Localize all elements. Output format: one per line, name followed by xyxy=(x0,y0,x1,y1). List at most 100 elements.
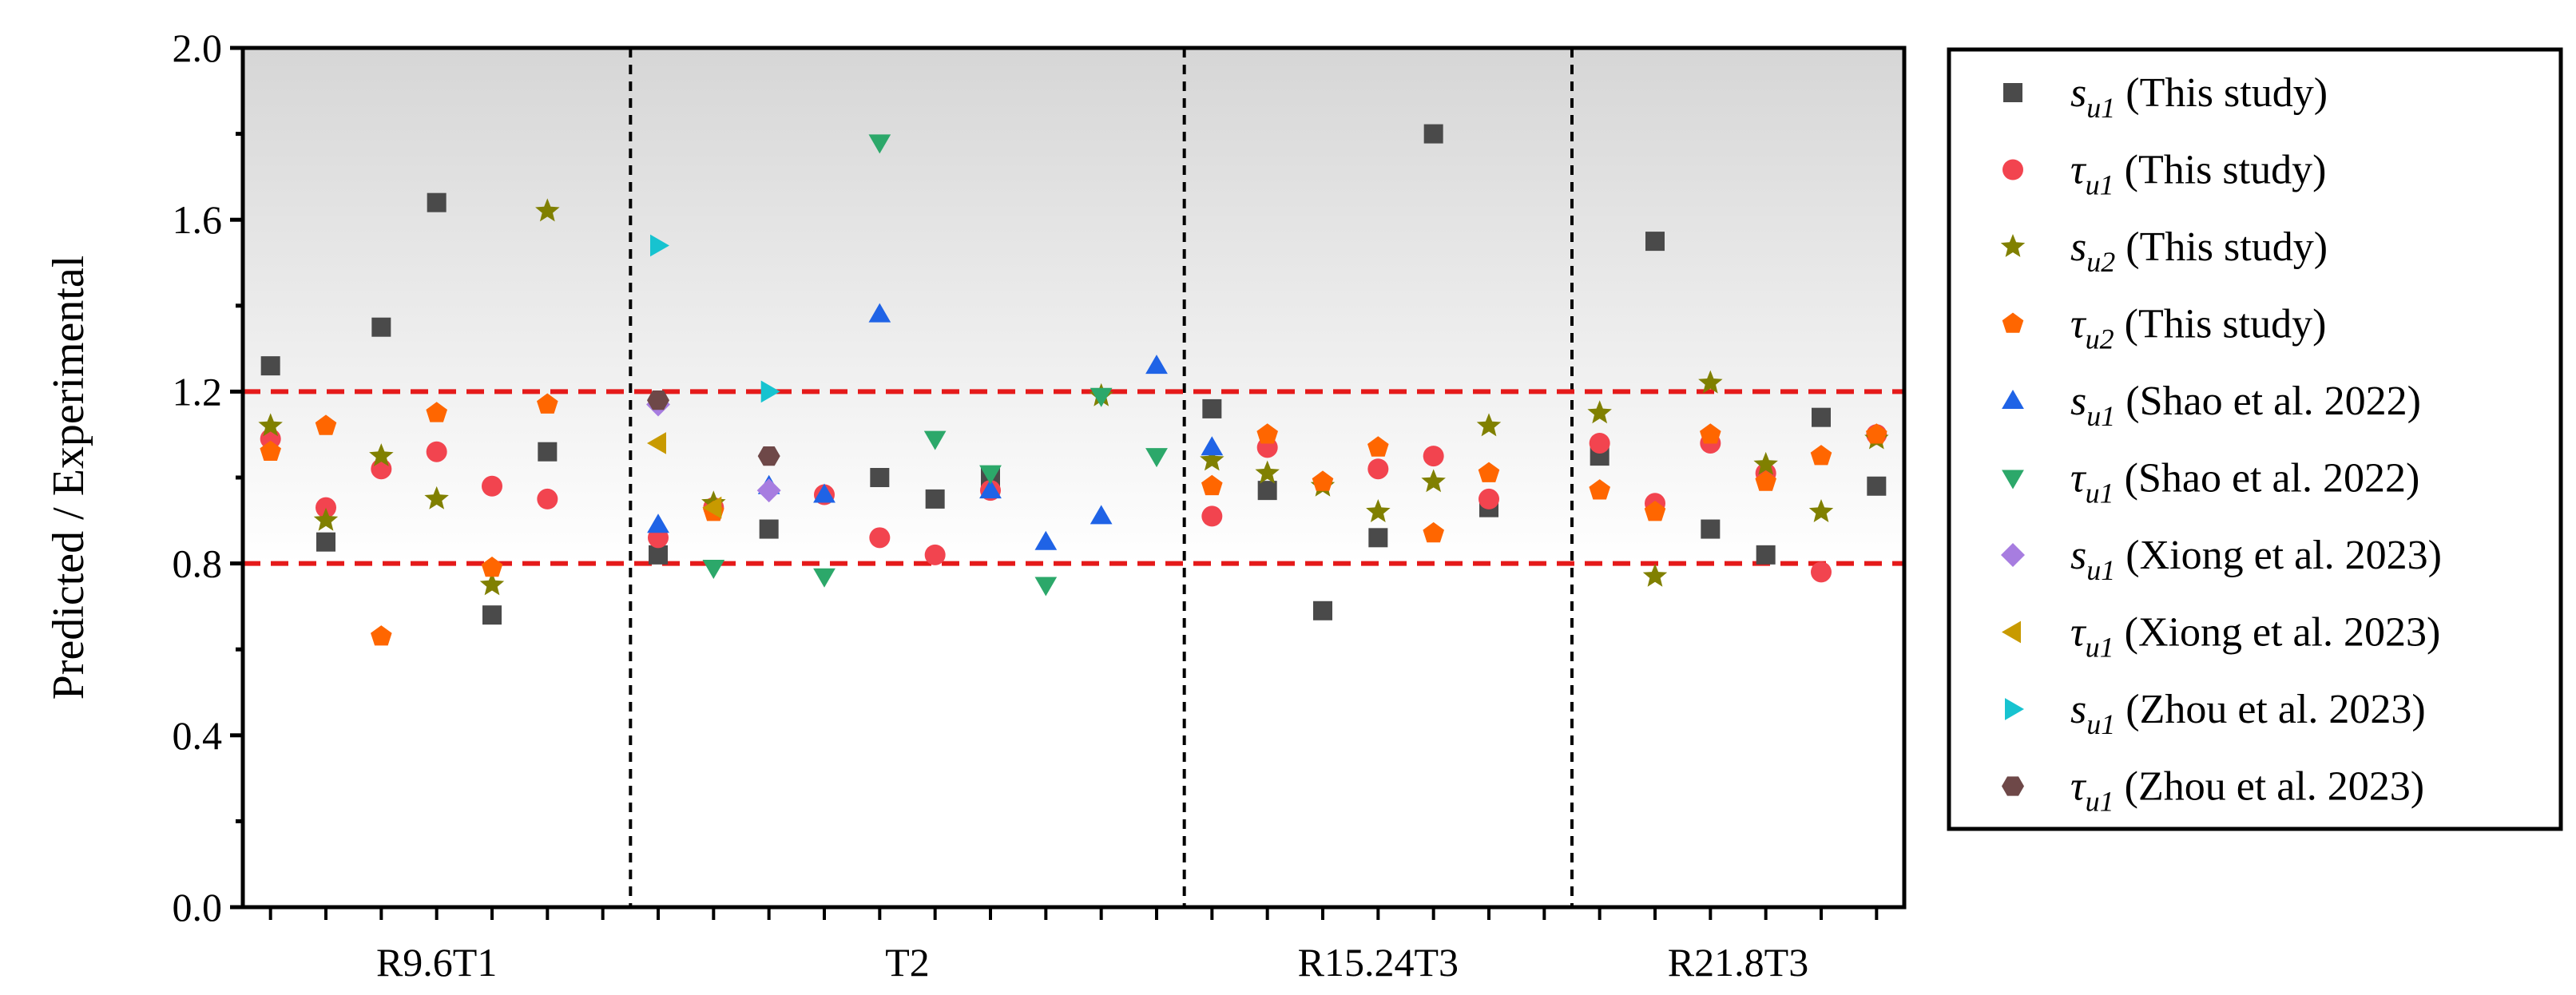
legend-frame xyxy=(1947,47,2563,831)
data-point xyxy=(1367,458,1389,480)
data-point xyxy=(647,432,666,454)
data-point xyxy=(1145,448,1168,468)
y-tick-label: 0.8 xyxy=(173,541,223,586)
data-point xyxy=(1810,445,1832,466)
data-point xyxy=(1866,423,1887,444)
legend-text: (Shao et al. 2022) xyxy=(2114,456,2420,501)
legend-text: (Shao et al. 2022) xyxy=(2115,379,2421,424)
legend-marker xyxy=(2003,83,2022,102)
legend-marker xyxy=(2002,470,2024,490)
legend-label: τu1 (Xiong et al. 2023) xyxy=(2070,610,2440,664)
data-point xyxy=(1367,436,1389,457)
data-point xyxy=(760,380,780,403)
x-group-label: R9.6T1 xyxy=(376,940,497,985)
data-point xyxy=(1421,469,1446,493)
data-point xyxy=(1202,398,1222,418)
x-group-label: R21.8T3 xyxy=(1668,940,1808,985)
data-point xyxy=(1755,470,1776,491)
group-dividers xyxy=(629,48,1574,907)
data-point xyxy=(1145,355,1168,375)
data-point xyxy=(813,568,836,588)
legend-marker xyxy=(2005,698,2024,720)
data-point xyxy=(756,478,781,503)
data-point xyxy=(1090,505,1113,525)
legend-item-s_u1_shao: su1 (Shao et al. 2022) xyxy=(2002,379,2421,432)
data-point xyxy=(260,440,281,461)
legend-text: (Xiong et al. 2023) xyxy=(2114,610,2441,656)
data-point xyxy=(482,475,502,497)
legend-symbol: τ xyxy=(2070,148,2087,193)
data-point xyxy=(647,513,669,533)
data-point xyxy=(1479,488,1499,509)
legend-label: su1 (Zhou et al. 2023) xyxy=(2070,687,2426,740)
data-point xyxy=(870,468,890,487)
data-points xyxy=(258,124,1889,646)
x-group-label: R15.24T3 xyxy=(1298,940,1459,985)
data-point xyxy=(759,519,779,539)
y-tick-label: 2.0 xyxy=(173,26,223,70)
data-point xyxy=(427,192,447,212)
x-group-label: T2 xyxy=(885,940,930,985)
data-point xyxy=(813,483,836,503)
data-point xyxy=(1867,476,1887,496)
data-point xyxy=(1201,474,1223,496)
data-point xyxy=(1589,479,1610,500)
legend-symbol: τ xyxy=(2070,610,2087,656)
data-point xyxy=(647,390,669,410)
data-point xyxy=(757,446,780,466)
legend-item-s_u1_this: su1 (This study) xyxy=(2003,70,2328,124)
data-point xyxy=(535,198,560,222)
legend-text: (Xiong et al. 2023) xyxy=(2115,533,2442,578)
data-point xyxy=(1587,400,1612,424)
data-point xyxy=(1034,530,1058,550)
data-point xyxy=(925,489,945,509)
data-point xyxy=(923,430,947,450)
legend-symbol: s xyxy=(2070,70,2086,116)
y-tick-label: 1.2 xyxy=(173,369,223,414)
data-point xyxy=(1423,521,1444,543)
data-point xyxy=(1811,561,1832,583)
data-point xyxy=(538,442,558,462)
legend-subscript: u1 xyxy=(2086,400,2115,432)
data-point xyxy=(1476,413,1502,437)
data-point xyxy=(1589,432,1610,454)
data-point xyxy=(979,465,1002,485)
legend-subscript: u1 xyxy=(2086,478,2114,509)
data-point xyxy=(1645,232,1665,252)
data-point xyxy=(1423,124,1443,144)
data-point xyxy=(371,458,392,480)
data-point xyxy=(1312,470,1334,491)
legend-label: su1 (This study) xyxy=(2070,70,2328,124)
legend-label: su1 (Xiong et al. 2023) xyxy=(2070,533,2442,586)
legend-label: su1 (Shao et al. 2022) xyxy=(2070,379,2421,432)
data-point xyxy=(260,356,280,376)
legend-item-tau_u2_this: τu2 (This study) xyxy=(2002,302,2326,355)
y-tick-label: 0.0 xyxy=(173,885,223,930)
data-point xyxy=(1700,423,1721,444)
data-point xyxy=(316,497,336,518)
legend-marker xyxy=(2001,543,2025,567)
data-point xyxy=(1366,499,1391,522)
data-point xyxy=(1368,528,1388,548)
data-point xyxy=(1701,519,1721,539)
data-point xyxy=(537,488,558,509)
legend-item-tau_u1_this: τu1 (This study) xyxy=(2002,148,2326,201)
legend-label: τu1 (This study) xyxy=(2070,148,2326,201)
data-point xyxy=(702,496,722,519)
legend: su1 (This study) τu1 (This study) su2 (Thi… xyxy=(1947,47,2563,831)
legend-label: τu1 (Zhou et al. 2023) xyxy=(2070,764,2424,818)
legend-subscript: u1 xyxy=(2086,708,2115,740)
data-point xyxy=(979,479,1002,499)
data-point xyxy=(1812,407,1831,427)
legend-label: τu1 (Shao et al. 2022) xyxy=(2070,456,2419,509)
legend-label: su2 (This study) xyxy=(2070,224,2328,278)
legend-subscript: u1 xyxy=(2086,92,2115,124)
legend-item-tau_u1_zhou: τu1 (Zhou et al. 2023) xyxy=(2002,764,2424,818)
y-tick-label: 1.6 xyxy=(173,197,223,242)
data-point xyxy=(316,532,335,552)
legend-subscript: u2 xyxy=(2086,246,2115,278)
legend-item-tau_u1_xiong: τu1 (Xiong et al. 2023) xyxy=(2002,610,2440,664)
legend-subscript: u1 xyxy=(2086,632,2114,664)
legend-symbol: s xyxy=(2070,224,2086,270)
data-point xyxy=(1423,446,1444,467)
